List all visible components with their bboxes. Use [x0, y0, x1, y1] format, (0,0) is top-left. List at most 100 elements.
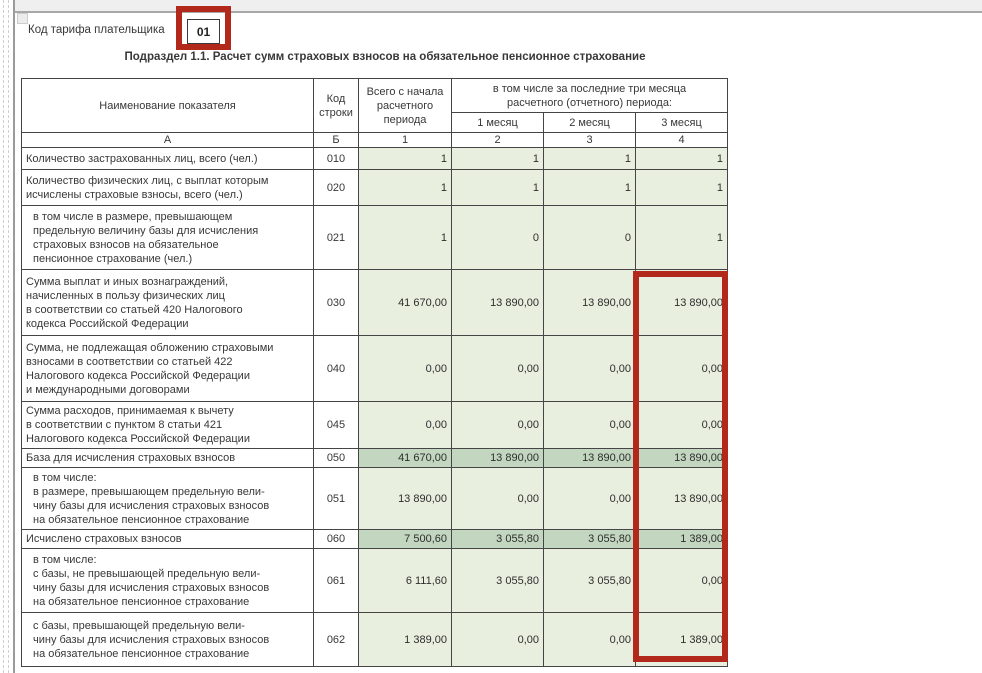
value-cell[interactable]: 0 [451, 205, 544, 270]
value-cell[interactable]: 13 890,00 [634, 467, 729, 530]
index-cell: Б [313, 132, 359, 148]
value-cell[interactable]: 13 890,00 [451, 448, 544, 468]
value-cell[interactable]: 1 389,00 [358, 612, 452, 667]
table-row-060: Исчислено страховых взносов 060 7 500,60… [21, 529, 729, 549]
value-cell[interactable]: 1 [451, 169, 544, 206]
table-row-021: в том числе в размере, превышающем преде… [21, 205, 729, 270]
value-cell[interactable]: 3 055,80 [451, 529, 544, 549]
row-name-cell: Сумма, не подлежащая обложению страховым… [21, 335, 314, 402]
value-cell[interactable]: 41 670,00 [358, 448, 452, 468]
value-cell[interactable]: 1 [634, 205, 729, 270]
table-row-040: Сумма, не подлежащая обложению страховым… [21, 335, 729, 402]
value-cell[interactable]: 1 [543, 147, 636, 170]
value-cell[interactable]: 1 [634, 169, 729, 206]
tariff-code-field[interactable]: 01 [187, 19, 220, 44]
value-cell[interactable]: 13 890,00 [543, 269, 636, 336]
row-code-cell: 020 [313, 169, 359, 206]
row-code-cell: 040 [313, 335, 359, 402]
row-name-cell: в том числе: с базы, не превышающей пред… [21, 548, 314, 613]
value-cell[interactable]: 3 055,80 [543, 529, 636, 549]
value-cell[interactable]: 13 890,00 [634, 448, 729, 468]
index-cell: А [21, 132, 314, 148]
value-cell[interactable]: 13 890,00 [543, 448, 636, 468]
index-cell: 1 [358, 132, 452, 148]
index-cell: 3 [543, 132, 636, 148]
row-name-cell: База для исчисления страховых взносов [21, 448, 314, 468]
col-header-month-3: 3 месяц [634, 112, 729, 133]
tariff-code-label: Код тарифа плательщика [28, 24, 165, 36]
value-cell[interactable]: 6 111,60 [358, 548, 452, 613]
row-code-cell: 010 [313, 147, 359, 170]
row-code-cell: 050 [313, 448, 359, 468]
value-cell[interactable]: 0,00 [634, 401, 729, 449]
value-cell[interactable]: 0,00 [451, 612, 544, 667]
value-cell[interactable]: 1 389,00 [634, 529, 729, 549]
value-cell[interactable]: 1 [358, 169, 452, 206]
value-cell[interactable]: 0,00 [451, 401, 544, 449]
value-cell[interactable]: 1 [451, 147, 544, 170]
table-row-045: Сумма расходов, принимаемая к вычету в с… [21, 401, 729, 449]
row-code-cell: 051 [313, 467, 359, 530]
top-gray-strip [15, 0, 982, 11]
page-margin-solid-line [13, 0, 15, 673]
col-header-line-code: Код строки [313, 78, 359, 133]
table-row-030: Сумма выплат и иных вознаграждений, начи… [21, 269, 729, 336]
value-cell[interactable]: 1 389,00 [634, 612, 729, 667]
row-name-cell: Количество застрахованных лиц, всего (че… [21, 147, 314, 170]
row-code-cell: 061 [313, 548, 359, 613]
table-row-020: Количество физических лиц, с выплат кото… [21, 169, 729, 206]
row-name-cell: в том числе в размере, превышающем преде… [21, 205, 314, 270]
value-cell[interactable]: 0,00 [634, 548, 729, 613]
table-row-062: с базы, превышающей предельную вели- чин… [21, 612, 729, 667]
value-cell[interactable]: 1 [543, 169, 636, 206]
value-cell[interactable]: 0,00 [543, 612, 636, 667]
row-name-cell: Сумма выплат и иных вознаграждений, начи… [21, 269, 314, 336]
table-row-050: База для исчисления страховых взносов 05… [21, 448, 729, 468]
row-name-cell: Исчислено страховых взносов [21, 529, 314, 549]
col-header-month-2: 2 месяц [543, 112, 636, 133]
row-code-cell: 060 [313, 529, 359, 549]
value-cell[interactable]: 0,00 [358, 335, 452, 402]
value-cell[interactable]: 0,00 [543, 335, 636, 402]
value-cell[interactable]: 0,00 [451, 467, 544, 530]
table-row-051: в том числе: в размере, превышающем пред… [21, 467, 729, 530]
index-cell: 2 [451, 132, 544, 148]
col-header-last-three-months: в том числе за последние три месяца расч… [450, 78, 729, 113]
value-cell[interactable]: 3 055,80 [451, 548, 544, 613]
contributions-table: Наименование показателя Код строки Всего… [21, 78, 729, 667]
value-cell[interactable]: 13 890,00 [634, 269, 729, 336]
index-cell: 4 [634, 132, 729, 148]
value-cell[interactable]: 13 890,00 [358, 467, 452, 530]
section-title: Подраздел 1.1. Расчет сумм страховых взн… [124, 51, 646, 63]
page-margin-dashed-line [3, 0, 4, 673]
row-code-cell: 030 [313, 269, 359, 336]
page-margin-dashed-line [8, 0, 9, 673]
row-name-cell: с базы, превышающей предельную вели- чин… [21, 612, 314, 667]
row-name-cell: Сумма расходов, принимаемая к вычету в с… [21, 401, 314, 449]
value-cell[interactable]: 7 500,60 [358, 529, 452, 549]
value-cell[interactable]: 1 [634, 147, 729, 170]
value-cell[interactable]: 0,00 [543, 467, 636, 530]
row-code-cell: 062 [313, 612, 359, 667]
row-name-cell: Количество физических лиц, с выплат кото… [21, 169, 314, 206]
value-cell[interactable]: 0,00 [358, 401, 452, 449]
value-cell[interactable]: 1 [358, 147, 452, 170]
value-cell[interactable]: 0,00 [451, 335, 544, 402]
col-header-name: Наименование показателя [21, 78, 314, 133]
value-cell[interactable]: 0 [543, 205, 636, 270]
value-cell[interactable]: 0,00 [543, 401, 636, 449]
table-row-061: в том числе: с базы, не превышающей пред… [21, 548, 729, 613]
value-cell[interactable]: 41 670,00 [358, 269, 452, 336]
row-code-cell: 021 [313, 205, 359, 270]
group-collapse-marker[interactable] [17, 13, 28, 24]
value-cell[interactable]: 3 055,80 [543, 548, 636, 613]
col-header-total: Всего с начала расчетного периода [358, 78, 452, 133]
row-name-cell: в том числе: в размере, превышающем пред… [21, 467, 314, 530]
value-cell[interactable]: 0,00 [634, 335, 729, 402]
value-cell[interactable]: 13 890,00 [451, 269, 544, 336]
value-cell[interactable]: 1 [358, 205, 452, 270]
table-row-010: Количество застрахованных лиц, всего (че… [21, 147, 729, 170]
row-code-cell: 045 [313, 401, 359, 449]
col-header-month-1: 1 месяц [451, 112, 544, 133]
